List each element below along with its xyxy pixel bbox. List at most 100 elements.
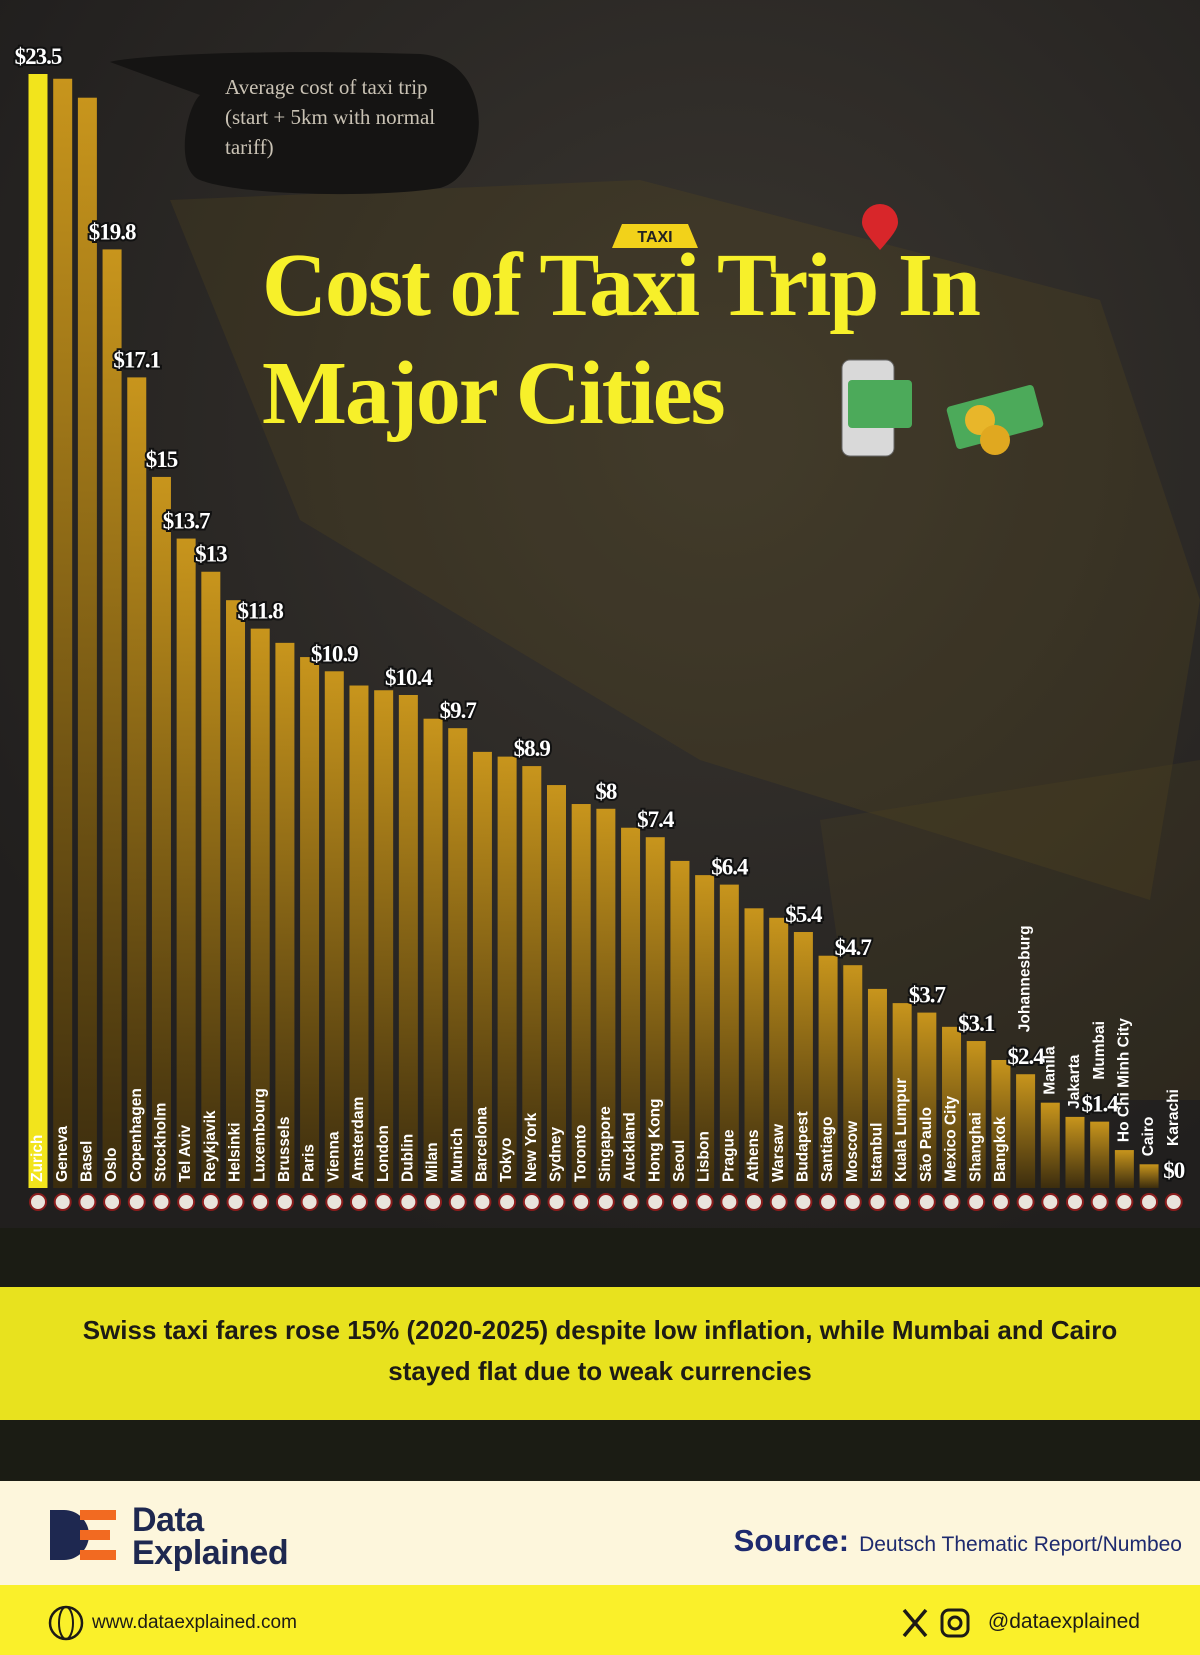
value-label: $8.9 xyxy=(514,736,551,761)
flag xyxy=(300,1193,319,1211)
bar xyxy=(1090,1121,1110,1188)
chart-title: Cost of Taxi Trip In Major Cities xyxy=(262,236,981,443)
bar xyxy=(695,875,715,1188)
money-icon xyxy=(946,385,1044,449)
x-tick-label: São Paulo xyxy=(918,1107,935,1182)
bar xyxy=(942,1026,962,1188)
footer-strip xyxy=(0,1585,1200,1655)
handle[interactable]: @dataexplained xyxy=(987,1610,1140,1633)
value-label: $3.1 xyxy=(958,1011,995,1036)
flag xyxy=(53,1193,72,1211)
value-label: $17.1 xyxy=(113,347,160,372)
flag xyxy=(152,1193,171,1211)
instagram-icon[interactable] xyxy=(940,1608,970,1638)
logo-d xyxy=(50,1510,64,1560)
x-tick-label: Helsinki xyxy=(227,1123,244,1182)
value-label: $1.4 xyxy=(1082,1092,1120,1117)
flag xyxy=(1164,1193,1183,1211)
bar xyxy=(374,690,394,1188)
value-label: $23.5 xyxy=(15,44,62,69)
x-tick-label: Mexico City xyxy=(943,1095,960,1182)
x-icon[interactable] xyxy=(902,1608,928,1638)
x-tick-label: Cairo xyxy=(1140,1117,1157,1157)
value-label: $2.4 xyxy=(1007,1044,1045,1069)
bar xyxy=(571,804,591,1188)
x-tick-label: Manila xyxy=(1041,1046,1058,1095)
bar xyxy=(1114,1150,1134,1188)
taxi-sign xyxy=(612,224,698,248)
x-tick-label: Zurich xyxy=(29,1135,46,1182)
x-tick-label: Shanghai xyxy=(967,1112,984,1182)
annotation: Average cost of taxi trip (start + 5km w… xyxy=(225,75,436,159)
value-label: $11.8 xyxy=(237,599,283,624)
bar xyxy=(670,860,690,1188)
flag xyxy=(596,1193,615,1211)
value-label: $19.8 xyxy=(89,219,136,244)
x-tick-label: Mumbai xyxy=(1091,1021,1108,1080)
website[interactable]: www.dataexplained.com xyxy=(92,1612,297,1633)
flag xyxy=(1140,1193,1159,1211)
flag xyxy=(917,1193,936,1211)
x-tick-label: Singapore xyxy=(597,1106,614,1182)
value-label: $8 xyxy=(595,779,617,804)
x-tick-label: Moscow xyxy=(844,1120,861,1182)
flag xyxy=(127,1193,146,1211)
bar xyxy=(1016,1074,1036,1188)
x-tick-label: Dublin xyxy=(399,1134,416,1182)
taxi-silhouette xyxy=(170,180,1200,900)
bar xyxy=(522,766,542,1188)
footer xyxy=(0,1481,1200,1585)
flag xyxy=(967,1193,986,1211)
bar xyxy=(744,908,764,1188)
flag xyxy=(1041,1193,1060,1211)
value-label: $13.7 xyxy=(163,509,210,534)
bar xyxy=(398,694,418,1188)
x-tick-label: Paris xyxy=(301,1144,318,1182)
bar xyxy=(596,808,616,1188)
x-tick-label: Johannesburg xyxy=(1017,925,1034,1032)
band xyxy=(0,1420,1200,1481)
bar xyxy=(1139,1164,1159,1188)
value-label: $15 xyxy=(146,447,178,472)
bar xyxy=(991,1060,1011,1188)
flag xyxy=(991,1193,1010,1211)
bar xyxy=(423,718,443,1188)
value-label: $4.7 xyxy=(835,935,872,960)
x-tick-label: Reykjavik xyxy=(202,1110,219,1182)
bar xyxy=(621,827,641,1188)
x-tick-label: Istanbul xyxy=(869,1123,886,1182)
source: Source: Deutsch Thematic Report/Numbeo xyxy=(734,1523,1182,1559)
value-label: $10.9 xyxy=(311,641,358,666)
x-tick-label: Vienna xyxy=(325,1131,342,1182)
bar xyxy=(448,728,468,1188)
bar xyxy=(892,1003,912,1188)
flag xyxy=(399,1193,418,1211)
bar xyxy=(300,657,320,1188)
money-icon xyxy=(848,380,912,428)
value-label: $6.4 xyxy=(711,855,749,880)
bar xyxy=(127,377,147,1189)
x-tick-label: Toronto xyxy=(572,1125,589,1182)
value-label: $5.4 xyxy=(785,902,823,927)
x-tick-label: Milan xyxy=(424,1142,441,1182)
x-tick-label: Bangkok xyxy=(992,1116,1009,1182)
bar xyxy=(201,571,221,1188)
annotation-bubble xyxy=(110,52,479,195)
x-tick-label: Warsaw xyxy=(770,1123,787,1182)
instagram-icon[interactable] xyxy=(947,1615,963,1631)
flag xyxy=(1115,1193,1134,1211)
bar xyxy=(324,671,344,1188)
bar xyxy=(77,97,97,1188)
x-tick-label: Auckland xyxy=(622,1112,639,1182)
flag xyxy=(275,1193,294,1211)
x-tick-label: Copenhagen xyxy=(128,1088,145,1182)
flag xyxy=(201,1193,220,1211)
bar xyxy=(102,249,122,1188)
bar xyxy=(472,751,492,1188)
flag xyxy=(424,1193,443,1211)
x-tick-label: Kuala Lumpur xyxy=(893,1078,910,1182)
x-tick-label: Geneva xyxy=(54,1126,71,1182)
brand: Data Explained xyxy=(132,1501,289,1572)
logo-e xyxy=(80,1510,116,1520)
